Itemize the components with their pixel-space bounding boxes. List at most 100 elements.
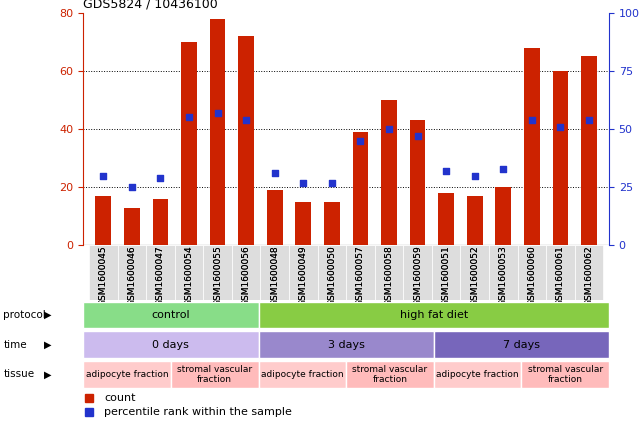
Text: adipocyte fraction: adipocyte fraction	[437, 370, 519, 379]
Text: GSM1600052: GSM1600052	[470, 245, 479, 306]
Text: stromal vascular
fraction: stromal vascular fraction	[177, 365, 253, 384]
Text: GSM1600052: GSM1600052	[470, 245, 479, 306]
FancyBboxPatch shape	[260, 245, 289, 300]
Text: GSM1600062: GSM1600062	[585, 245, 594, 306]
Text: GSM1600048: GSM1600048	[271, 245, 279, 306]
Point	[441, 168, 451, 174]
Point	[355, 137, 365, 144]
FancyBboxPatch shape	[546, 245, 575, 300]
FancyBboxPatch shape	[489, 245, 517, 300]
Point	[555, 124, 565, 130]
FancyBboxPatch shape	[434, 332, 609, 358]
Point	[527, 116, 537, 123]
Point	[298, 179, 308, 186]
Text: GSM1600050: GSM1600050	[328, 245, 337, 306]
Text: GSM1600050: GSM1600050	[328, 245, 337, 306]
Text: GSM1600045: GSM1600045	[99, 245, 108, 306]
FancyBboxPatch shape	[83, 361, 171, 387]
Text: GSM1600054: GSM1600054	[185, 245, 194, 306]
Text: tissue: tissue	[3, 369, 35, 379]
Text: adipocyte fraction: adipocyte fraction	[86, 370, 169, 379]
Text: GSM1600059: GSM1600059	[413, 245, 422, 306]
Text: stromal vascular
fraction: stromal vascular fraction	[353, 365, 428, 384]
Text: GSM1600058: GSM1600058	[385, 245, 394, 306]
Text: stromal vascular
fraction: stromal vascular fraction	[528, 365, 603, 384]
Text: ▶: ▶	[44, 310, 52, 320]
Point	[241, 116, 251, 123]
Bar	[210, 19, 226, 245]
Text: GSM1600053: GSM1600053	[499, 245, 508, 306]
Text: GSM1600045: GSM1600045	[99, 245, 108, 306]
Text: GSM1600051: GSM1600051	[442, 245, 451, 306]
FancyBboxPatch shape	[175, 245, 203, 300]
FancyBboxPatch shape	[346, 361, 434, 387]
FancyBboxPatch shape	[375, 245, 403, 300]
Bar	[553, 71, 568, 245]
Text: GDS5824 / 10436100: GDS5824 / 10436100	[83, 0, 218, 10]
Text: GSM1600055: GSM1600055	[213, 245, 222, 306]
Text: GSM1600054: GSM1600054	[185, 245, 194, 306]
Text: GSM1600046: GSM1600046	[128, 245, 137, 306]
Text: time: time	[3, 340, 27, 350]
Bar	[524, 48, 540, 245]
Bar	[96, 196, 111, 245]
FancyBboxPatch shape	[460, 245, 489, 300]
Bar	[438, 193, 454, 245]
Bar	[381, 100, 397, 245]
Text: 7 days: 7 days	[503, 340, 540, 350]
Bar	[153, 199, 169, 245]
Point	[412, 132, 422, 139]
FancyBboxPatch shape	[317, 245, 346, 300]
Text: GSM1600047: GSM1600047	[156, 245, 165, 306]
FancyBboxPatch shape	[258, 361, 346, 387]
Text: GSM1600053: GSM1600053	[499, 245, 508, 306]
Text: GSM1600048: GSM1600048	[271, 245, 279, 306]
FancyBboxPatch shape	[434, 361, 521, 387]
Text: GSM1600049: GSM1600049	[299, 245, 308, 306]
Text: GSM1600056: GSM1600056	[242, 245, 251, 306]
FancyBboxPatch shape	[258, 302, 609, 328]
Text: GSM1600056: GSM1600056	[242, 245, 251, 306]
Text: GSM1600060: GSM1600060	[528, 245, 537, 306]
Text: GSM1600061: GSM1600061	[556, 245, 565, 306]
Bar	[353, 132, 369, 245]
FancyBboxPatch shape	[258, 332, 434, 358]
Text: percentile rank within the sample: percentile rank within the sample	[104, 407, 292, 417]
Bar	[296, 202, 311, 245]
Text: GSM1600047: GSM1600047	[156, 245, 165, 306]
Text: ▶: ▶	[44, 340, 52, 350]
Text: GSM1600051: GSM1600051	[442, 245, 451, 306]
Bar	[124, 208, 140, 245]
Point	[270, 170, 280, 177]
Text: count: count	[104, 393, 136, 403]
Text: GSM1600055: GSM1600055	[213, 245, 222, 306]
Text: 0 days: 0 days	[153, 340, 189, 350]
Bar	[581, 56, 597, 245]
Bar	[238, 36, 254, 245]
Bar	[324, 202, 340, 245]
FancyBboxPatch shape	[521, 361, 609, 387]
Point	[98, 172, 108, 179]
Text: adipocyte fraction: adipocyte fraction	[261, 370, 344, 379]
FancyBboxPatch shape	[203, 245, 232, 300]
FancyBboxPatch shape	[117, 245, 146, 300]
FancyBboxPatch shape	[146, 245, 175, 300]
Point	[470, 172, 480, 179]
Text: 3 days: 3 days	[328, 340, 365, 350]
Text: control: control	[152, 310, 190, 320]
Text: high fat diet: high fat diet	[399, 310, 468, 320]
Text: ▶: ▶	[44, 369, 52, 379]
FancyBboxPatch shape	[89, 245, 117, 300]
FancyBboxPatch shape	[83, 302, 258, 328]
Point	[584, 116, 594, 123]
Bar	[495, 187, 511, 245]
Text: protocol: protocol	[3, 310, 46, 320]
Point	[184, 114, 194, 121]
Point	[384, 126, 394, 132]
Text: GSM1600061: GSM1600061	[556, 245, 565, 306]
FancyBboxPatch shape	[403, 245, 432, 300]
FancyBboxPatch shape	[232, 245, 260, 300]
FancyBboxPatch shape	[289, 245, 317, 300]
Text: GSM1600049: GSM1600049	[299, 245, 308, 306]
Text: GSM1600060: GSM1600060	[528, 245, 537, 306]
